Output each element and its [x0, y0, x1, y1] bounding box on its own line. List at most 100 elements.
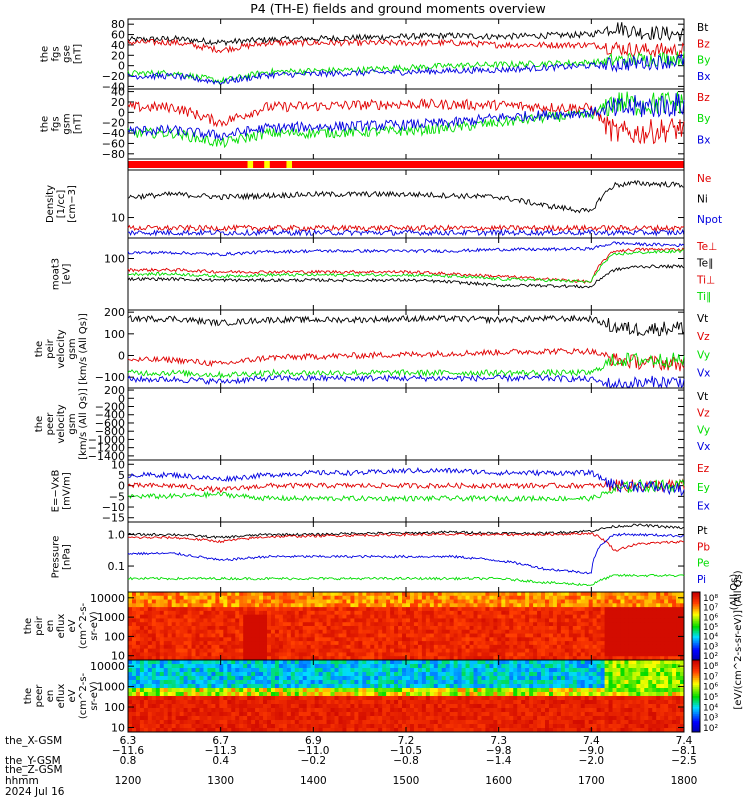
spectrogram-cell [564, 607, 570, 612]
spectrogram-cell [326, 712, 332, 717]
spectrogram-cell [425, 626, 431, 631]
spectrogram-cell [243, 712, 248, 717]
spectrogram-cell [517, 626, 522, 631]
spectrogram-cell [417, 599, 423, 604]
spectrogram-cell [644, 668, 649, 673]
spectrogram-cell [580, 603, 586, 608]
spectrogram-cell [576, 595, 582, 601]
spectrogram-cell [580, 656, 586, 661]
spectrogram-cell [314, 618, 320, 623]
spectrogram-cell [255, 676, 260, 681]
spectrogram-cell [310, 668, 316, 673]
spectrogram-cell [425, 656, 431, 661]
spectrogram-cell [290, 704, 296, 709]
spectrogram-cell [282, 637, 288, 642]
spectrogram-cell [282, 648, 288, 653]
spectrogram-cell [656, 641, 661, 646]
spectrogram-cell [600, 592, 606, 597]
spectrogram-cell [330, 607, 336, 612]
spectrogram-cell [660, 622, 665, 627]
spectrogram-cell [223, 603, 228, 608]
spectrogram-cell [350, 668, 355, 673]
spectrogram-cell [366, 607, 371, 612]
spectrogram-cell [239, 672, 244, 677]
spectrogram-cell [195, 700, 200, 705]
spectrogram-cell [513, 684, 518, 689]
spectrogram-cell [370, 644, 375, 650]
spectrogram-cell [489, 641, 494, 646]
spectrogram-cell [394, 668, 399, 673]
spectrogram-cell [521, 648, 526, 653]
spectrogram-cell [429, 676, 435, 681]
spectrogram-cell [243, 614, 248, 619]
spectrogram-cell [568, 660, 574, 665]
spectrogram-cell [656, 664, 661, 669]
spectrogram-cell [151, 614, 157, 619]
spectrogram-cell [183, 680, 189, 685]
spectrogram-cell [461, 708, 467, 713]
spectrogram-cell [243, 626, 248, 631]
spectrogram-cell [429, 637, 435, 642]
spectrogram-cell [390, 668, 395, 673]
spectrogram-cell [306, 692, 312, 697]
spectrogram-cell [425, 716, 431, 721]
spectrogram-cell [517, 708, 522, 713]
spectrogram-cell [203, 664, 208, 669]
spectrogram-cell [155, 684, 161, 689]
spectrogram-cell [171, 648, 177, 653]
spectrogram-cell [572, 664, 578, 669]
series-line-Ne [127, 223, 685, 233]
spectrogram-cell [278, 610, 284, 616]
spectrogram-cell [537, 599, 542, 604]
spectrogram-cell [628, 688, 633, 693]
spectrogram-cell [441, 660, 447, 665]
spectrogram-cell [457, 595, 463, 601]
spectrogram-cell [255, 610, 260, 616]
spectrogram-cell [326, 676, 332, 681]
spectrogram-cell [660, 660, 665, 665]
spectrogram-cell [314, 704, 320, 709]
spectrogram-cell [592, 610, 598, 616]
spectrogram-cell [326, 633, 332, 638]
spectrogram-cell [509, 648, 514, 653]
spectrogram-cell [131, 668, 137, 673]
spectrogram-cell [195, 637, 200, 642]
spectrogram-cell [139, 688, 145, 693]
spectrogram-cell [548, 696, 554, 701]
spectrogram-cell [143, 595, 149, 601]
spectrogram-cell [211, 622, 216, 627]
spectrogram-cell [211, 648, 216, 653]
spectrogram-cell [664, 618, 669, 623]
spectrogram-cell [620, 696, 625, 701]
spectrogram-cell [628, 716, 633, 721]
spectrogram-cell [525, 607, 530, 612]
spectrogram-cell [413, 688, 419, 693]
temperature-frame [127, 237, 685, 311]
spectrogram-cell [358, 622, 363, 627]
spectrogram-cell [437, 708, 443, 713]
spectrogram-cell [413, 676, 419, 681]
spectrogram-cell [402, 629, 407, 635]
spectrogram-cell [429, 599, 435, 604]
spectrogram-cell [612, 618, 617, 623]
spectrogram-cell [509, 652, 514, 657]
spectrogram-cell [421, 592, 427, 597]
y-axis-label: Pressure [51, 536, 62, 579]
spectrogram-cell [394, 629, 399, 635]
spectrogram-cell [576, 692, 582, 697]
spectrogram-cell [382, 700, 387, 705]
spectrogram-cell [632, 641, 637, 646]
spectrogram-cell [366, 660, 371, 665]
spectrogram-cell [239, 684, 244, 689]
spectrogram-cell [501, 637, 506, 642]
spectrogram-cell [171, 708, 177, 713]
spectrogram-cell [517, 676, 522, 681]
spectrogram-cell [314, 716, 320, 721]
spectrogram-cell [207, 607, 212, 612]
spectrogram-cell [334, 708, 339, 713]
y-tick-label: −800 [95, 425, 125, 438]
spectrogram-cell [457, 633, 463, 638]
spectrogram-cell [330, 652, 336, 657]
spectrogram-cell [231, 716, 236, 721]
spectrogram-cell [167, 637, 173, 642]
